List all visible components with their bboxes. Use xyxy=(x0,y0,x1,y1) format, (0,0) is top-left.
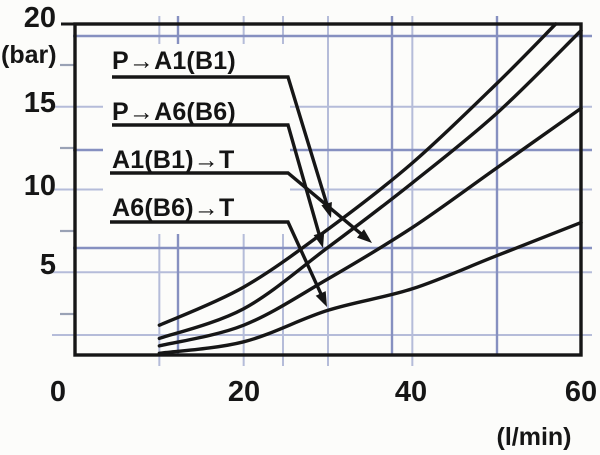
series-label-a6b6-t: A6(B6)→T xyxy=(112,194,235,222)
curve-1 xyxy=(157,22,558,327)
x-tick-label-0: 0 xyxy=(49,376,67,408)
y-tick-label-20: 20 xyxy=(23,2,56,34)
curve-3 xyxy=(157,106,583,348)
plot-border xyxy=(73,22,583,357)
y-axis-unit-label: (bar) xyxy=(1,41,57,69)
series-label-p-a6b6: P→A6(B6) xyxy=(112,98,236,126)
leader-line-1 xyxy=(112,75,330,209)
x-tick-label-60: 60 xyxy=(564,376,598,408)
series-label-p-a1b1: P→A1(B1) xyxy=(112,47,236,75)
leader-line-2 xyxy=(112,123,322,239)
x-tick-label-20: 20 xyxy=(227,376,261,408)
series-label-a1b1-t: A1(B1)→T xyxy=(112,146,235,174)
leader-line-3 xyxy=(110,171,366,238)
curve-2 xyxy=(157,28,583,341)
leader-arrowhead-4 xyxy=(315,291,327,307)
x-axis-unit-label: (l/min) xyxy=(496,423,572,451)
y-tick-label-10: 10 xyxy=(23,170,56,202)
leader-arrowhead-2 xyxy=(313,232,325,248)
leader-line-4 xyxy=(110,220,325,299)
y-tick-label-15: 15 xyxy=(23,87,56,119)
curve-4 xyxy=(157,220,583,356)
y-tick-label-5: 5 xyxy=(39,249,56,281)
x-tick-label-40: 40 xyxy=(394,376,428,408)
leader-arrowhead-3 xyxy=(357,229,372,243)
